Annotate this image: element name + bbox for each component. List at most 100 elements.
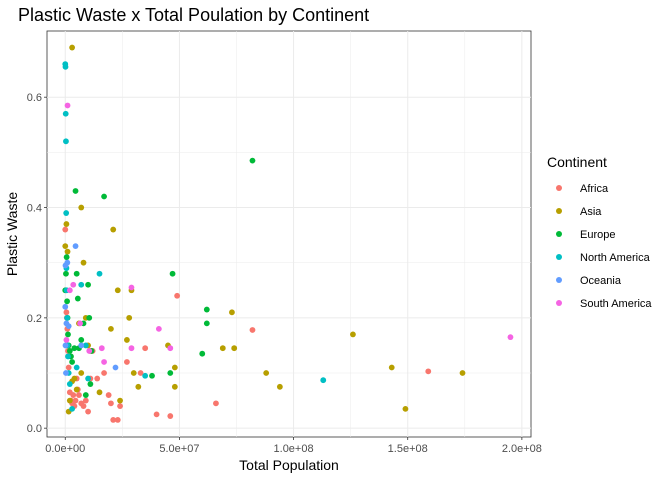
legend-label: Oceania	[580, 275, 622, 287]
data-point	[135, 383, 142, 390]
data-point	[112, 364, 119, 371]
data-point	[142, 372, 149, 379]
data-point	[72, 188, 79, 194]
data-point	[62, 243, 69, 250]
x-tick-label: 1.0e+08	[274, 443, 314, 455]
data-point	[219, 345, 226, 352]
data-point	[80, 403, 87, 410]
x-tick-label: 0.0e+00	[45, 443, 85, 455]
data-point	[62, 303, 69, 310]
data-point	[64, 298, 70, 305]
data-point	[229, 309, 235, 316]
data-point	[128, 345, 135, 352]
data-point	[66, 397, 73, 404]
data-point	[72, 397, 79, 404]
y-axis-title: Plastic Waste	[4, 192, 20, 276]
data-point	[98, 345, 105, 352]
data-point	[507, 334, 514, 341]
data-point	[85, 375, 91, 382]
data-point	[78, 337, 85, 343]
data-point	[62, 342, 69, 349]
legend-label: Africa	[580, 183, 609, 195]
data-point	[149, 372, 155, 379]
data-point	[63, 221, 70, 227]
series-north-america	[62, 61, 327, 412]
data-point	[110, 226, 117, 233]
data-points	[62, 44, 514, 423]
data-point	[124, 359, 130, 365]
data-point	[63, 370, 69, 376]
data-point	[74, 295, 81, 302]
data-point	[65, 364, 72, 371]
data-point	[128, 284, 135, 291]
data-point	[62, 63, 69, 70]
x-axis-title: Total Population	[239, 457, 339, 473]
y-tick-label: 0.4	[27, 203, 42, 215]
data-point	[85, 281, 91, 288]
data-point	[402, 405, 409, 412]
data-point	[82, 392, 89, 398]
data-point	[105, 392, 112, 398]
data-point	[117, 403, 123, 410]
series-south-america	[63, 102, 514, 365]
data-point	[64, 102, 71, 109]
axis-ticks: 0.0e+00 5.0e+07 1.0e+08 1.5e+08 2.0e+08 0.0 0.…	[27, 92, 542, 455]
data-point	[65, 353, 71, 360]
data-point	[73, 270, 80, 277]
data-point	[86, 348, 93, 354]
y-tick-label: 0.6	[27, 92, 42, 104]
data-point	[350, 331, 356, 338]
legend-key	[556, 231, 562, 237]
data-point	[63, 138, 69, 145]
data-point	[153, 411, 160, 418]
data-point	[213, 400, 219, 407]
data-point	[69, 359, 76, 365]
data-point	[167, 345, 174, 352]
y-tick-label: 0.2	[27, 313, 42, 325]
data-point	[66, 348, 73, 354]
data-point	[276, 383, 283, 390]
legend-label: Asia	[580, 206, 602, 218]
data-point	[94, 375, 101, 382]
data-point	[124, 337, 130, 343]
legend-key	[556, 300, 562, 306]
data-point	[80, 259, 87, 266]
data-point	[85, 408, 91, 415]
data-point	[96, 270, 103, 277]
data-point	[71, 375, 78, 382]
legend-key	[556, 277, 562, 283]
data-point	[86, 314, 93, 321]
plot-panel	[46, 30, 532, 438]
data-point	[64, 248, 71, 255]
data-point	[425, 368, 432, 375]
data-point	[82, 397, 89, 404]
data-point	[203, 306, 210, 313]
data-point	[63, 309, 70, 316]
data-point	[77, 320, 84, 327]
data-point	[110, 416, 117, 423]
data-point	[78, 204, 85, 211]
data-point	[82, 342, 89, 349]
data-point	[249, 327, 256, 333]
data-point	[388, 364, 395, 371]
data-point	[63, 270, 69, 277]
data-point	[108, 400, 114, 407]
data-point	[63, 254, 70, 261]
data-point	[114, 416, 121, 423]
data-point	[263, 370, 270, 376]
data-point	[72, 243, 79, 250]
data-point	[71, 345, 78, 352]
legend-key	[556, 208, 562, 214]
data-point	[64, 314, 70, 321]
data-point	[249, 157, 256, 164]
data-point	[155, 325, 162, 332]
data-point	[167, 413, 174, 419]
chart-title: Plastic Waste x Total Poulation by Conti…	[18, 5, 369, 25]
legend: Continent Africa Asia Europe North America O…	[547, 154, 652, 310]
legend-title: Continent	[547, 154, 607, 170]
data-point	[87, 381, 94, 387]
data-point	[78, 281, 85, 288]
data-point	[69, 405, 76, 412]
x-tick-label: 2.0e+08	[502, 443, 542, 455]
